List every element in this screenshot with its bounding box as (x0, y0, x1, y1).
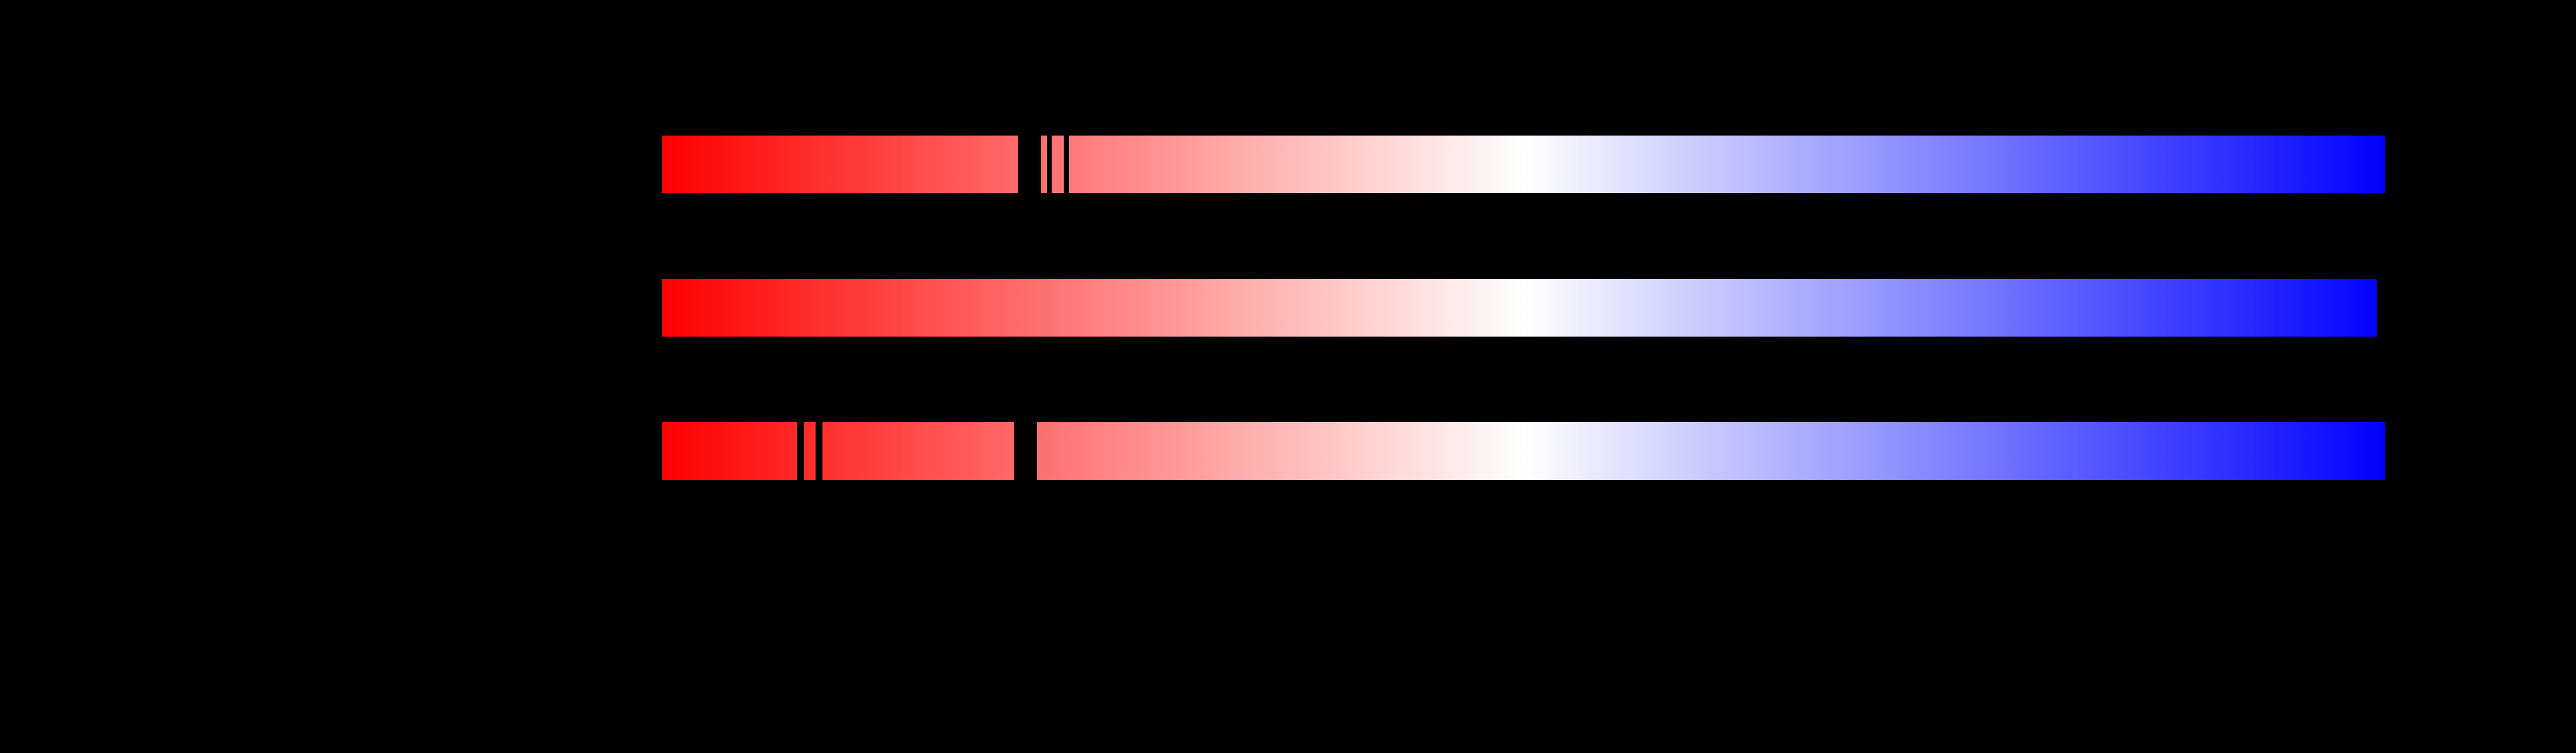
black-gap-mark (797, 422, 804, 480)
diverging-gradient-fill (662, 422, 2385, 480)
black-gap-mark (1064, 136, 1069, 193)
diverging-gradient-fill (662, 136, 2385, 193)
black-gap-mark (1047, 136, 1052, 193)
black-gap-mark (1018, 136, 1041, 193)
gradient-strip-row-3 (662, 422, 2385, 480)
gradient-strip-row-1 (662, 136, 2385, 193)
black-gap-mark (816, 422, 822, 480)
diverging-gradient-fill (662, 279, 2377, 337)
gradient-strip-row-2 (662, 279, 2377, 337)
black-gap-mark (1014, 422, 1037, 480)
